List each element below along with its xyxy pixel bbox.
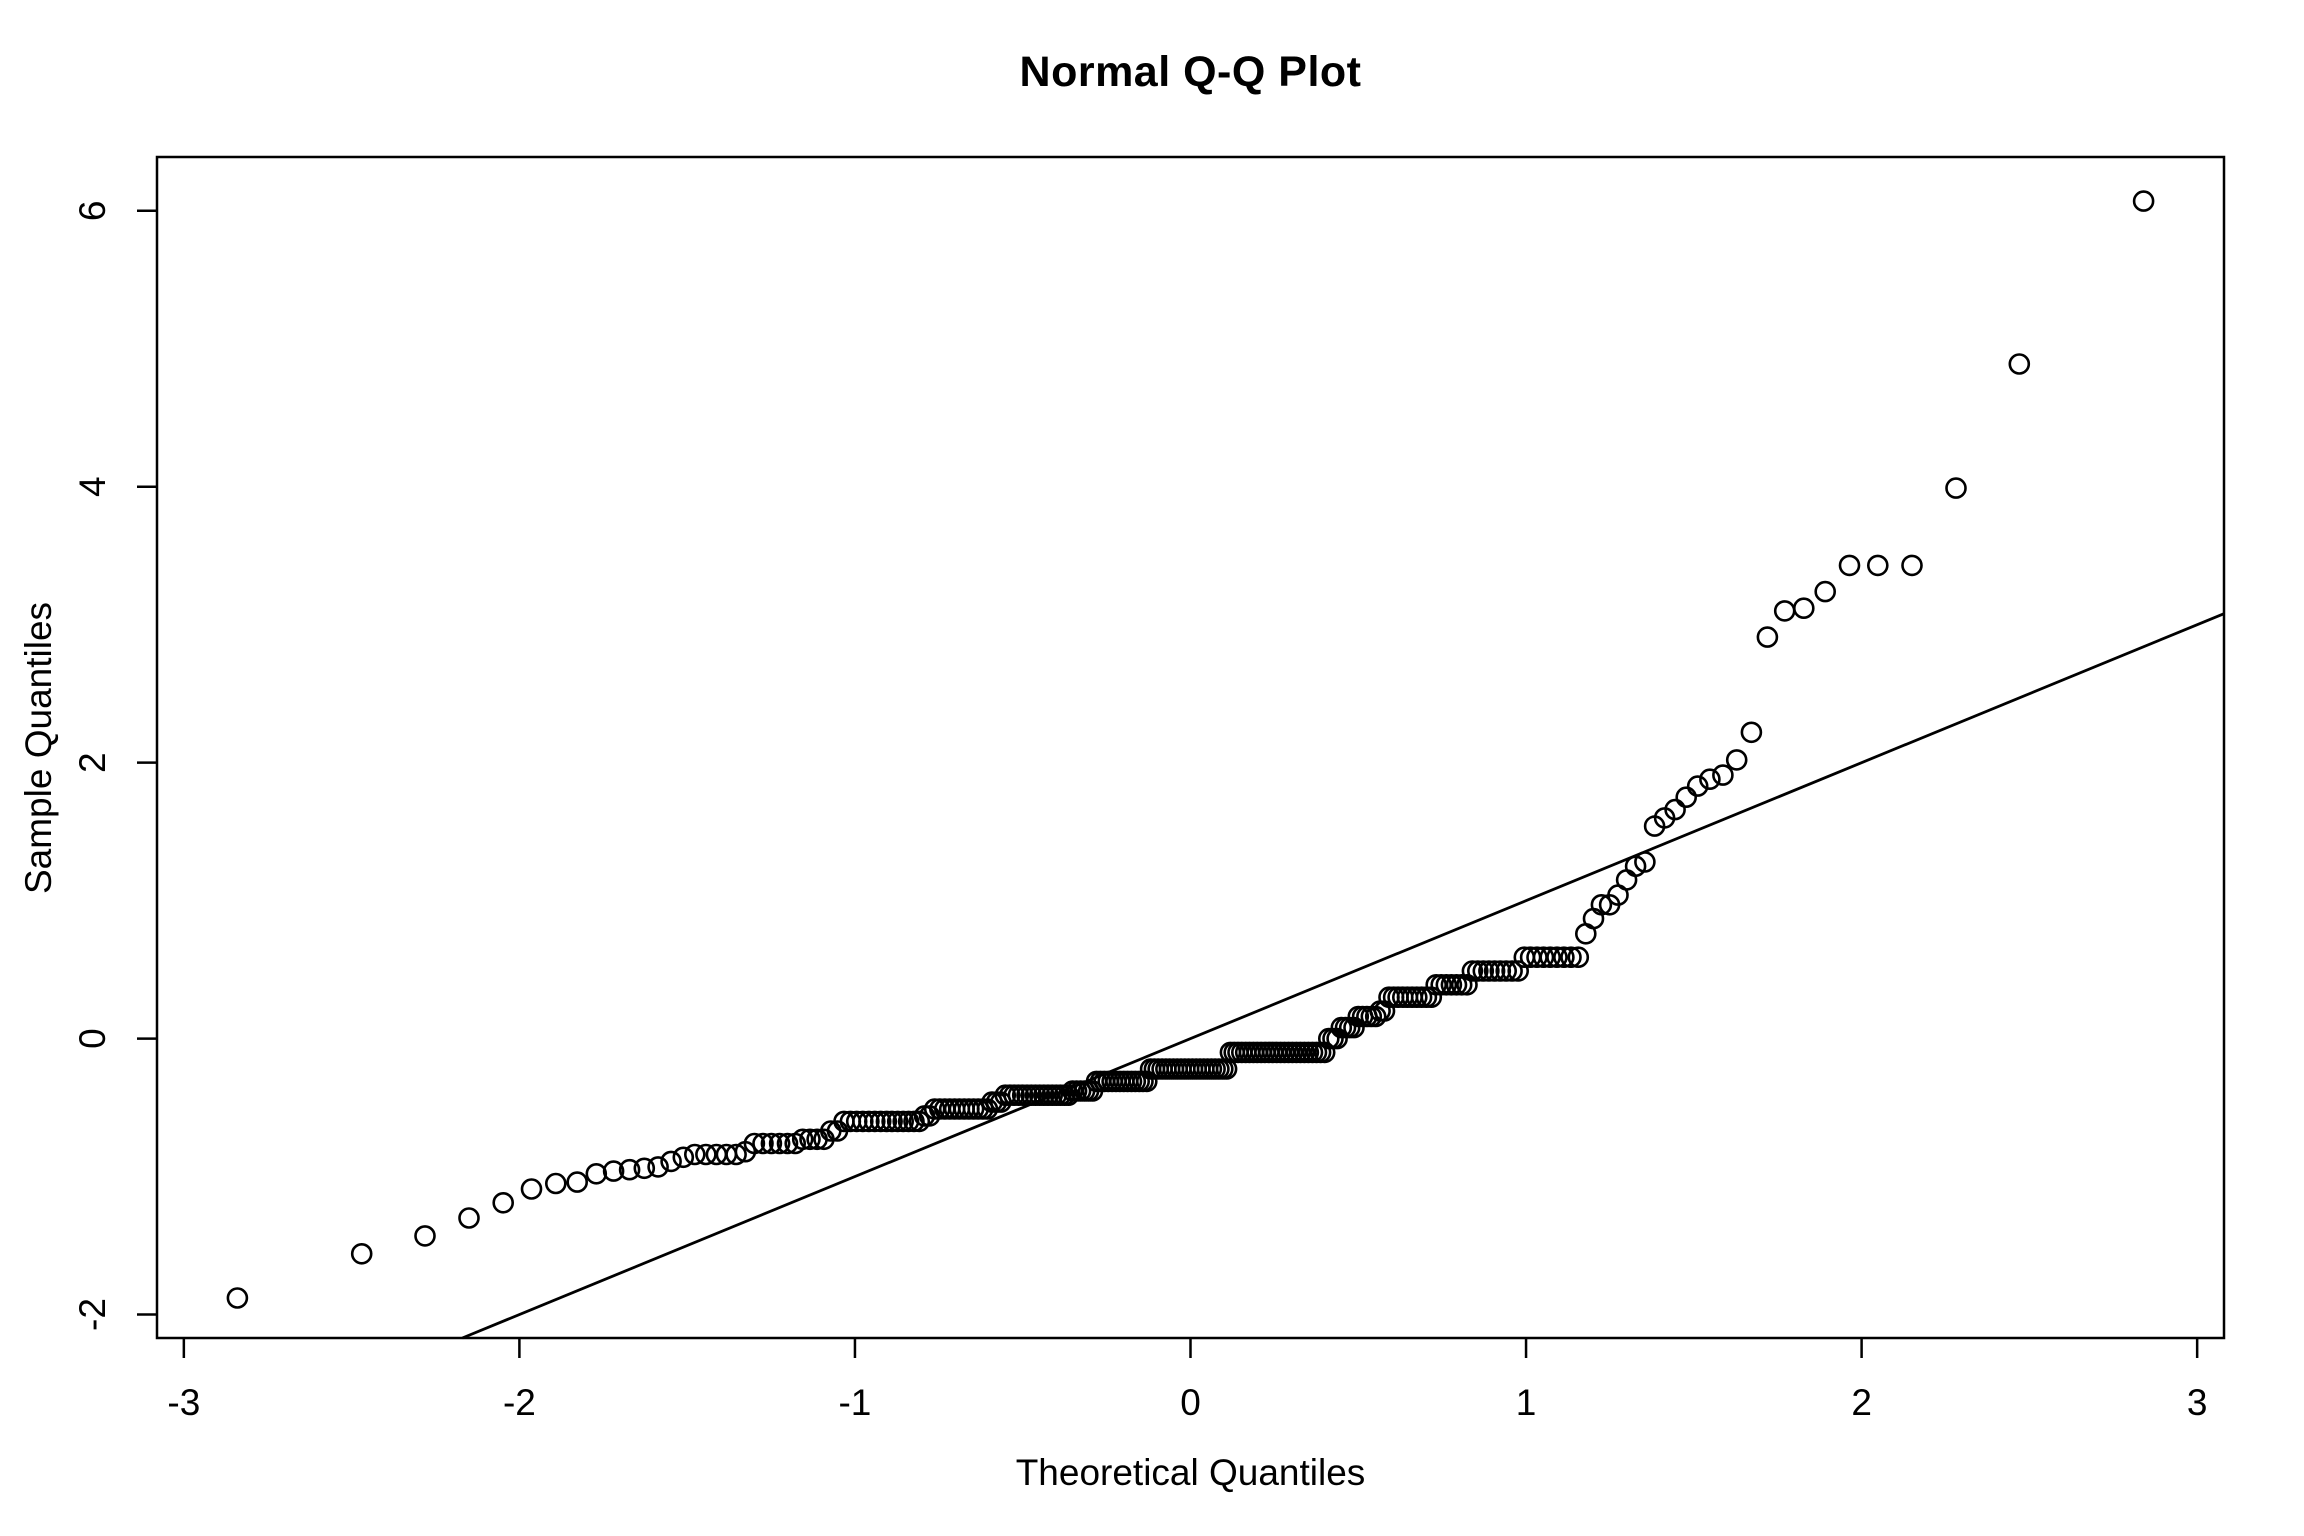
data-point [799,1128,821,1151]
data-point [1136,1070,1158,1093]
data-point [458,1207,480,1229]
data-point [1756,626,1779,648]
data-point [585,1163,608,1185]
data-point [1686,775,1709,797]
data-point [1814,580,1836,603]
data-point [1615,869,1638,891]
data-point [1461,960,1484,982]
data-point [1675,786,1697,809]
data-point [566,1171,589,1193]
data-point [544,1172,567,1195]
data-point [743,1132,766,1155]
data-point [683,1143,706,1166]
data-point [633,1157,656,1180]
data-point [1445,973,1468,996]
data-point [1532,946,1555,969]
data-point [1467,960,1489,982]
data-point [752,1132,774,1155]
y-axis-title: Sample Quantiles [18,601,60,894]
data-point [647,1156,669,1178]
x-axis-title: Theoretical Quantiles [1015,1452,1366,1493]
y-tick-label-2: 2 [72,752,113,773]
data-point [618,1158,641,1181]
data-point [1567,946,1590,969]
y-tick-label-3: 4 [72,476,113,497]
data-point [875,1110,898,1133]
data-point [1590,893,1613,916]
data-point [1553,946,1575,969]
data-point [695,1143,717,1166]
data-point [520,1178,543,1200]
data-point [1793,597,1815,620]
data-point [350,1243,373,1265]
data-point [791,1128,814,1151]
y-tick-label-1: 0 [72,1028,113,1049]
plot-box [155,155,2226,1340]
data-point [1456,973,1478,996]
x-tick-label-6: 3 [2187,1382,2208,1423]
data-point [602,1160,625,1182]
data-point [886,1110,909,1133]
data-point [1725,749,1748,771]
data-point [1867,554,1889,577]
data-point [226,1287,249,1309]
data-point [1740,721,1763,744]
data-point [1560,946,1582,969]
y-axis-title-wrap: Sample Quantiles [14,157,64,1338]
data-point [776,1132,799,1155]
data-point [1539,946,1561,969]
y-tick-label-4: 6 [72,201,113,222]
data-point [1450,973,1473,996]
data-point [1507,960,1529,982]
data-point [492,1192,515,1214]
data-point [1501,960,1523,982]
y-tick-label-0: -2 [72,1298,113,1331]
x-tick-label-2: -1 [838,1382,871,1423]
data-point [863,1110,886,1133]
data-point [660,1150,682,1173]
x-tick-label-5: 2 [1851,1382,1872,1423]
data-point [1546,946,1568,969]
data-point [414,1225,436,1247]
data-point [1699,768,1721,791]
data-point [869,1110,892,1133]
chart-title: Normal Q-Q Plot [1019,48,1362,96]
data-point [908,1110,931,1133]
data-point [1838,554,1861,577]
x-tick-label-1: -2 [503,1382,536,1423]
data-point [1634,851,1656,873]
x-tick-label-4: 1 [1516,1382,1537,1423]
data-point [1945,477,1967,499]
data-point [2132,190,2155,212]
data-point [1483,960,1506,982]
data-point [1472,960,1495,982]
data-point [1712,764,1734,786]
data-point [1495,960,1517,982]
data-point [1478,960,1500,982]
data-point [672,1146,695,1169]
data-point [768,1132,791,1155]
x-tick-label-3: 0 [1180,1382,1201,1423]
data-point [1901,554,1923,577]
data-point [1664,798,1686,821]
data-point [881,1110,903,1133]
data-point [760,1132,783,1155]
data-point [725,1143,747,1166]
data-point [1773,600,1796,622]
data-point [2008,353,2031,375]
qq-reference-line [461,612,2225,1340]
data-point [858,1110,880,1133]
data-point [892,1110,915,1133]
x-tick-label-0: -3 [167,1382,200,1423]
